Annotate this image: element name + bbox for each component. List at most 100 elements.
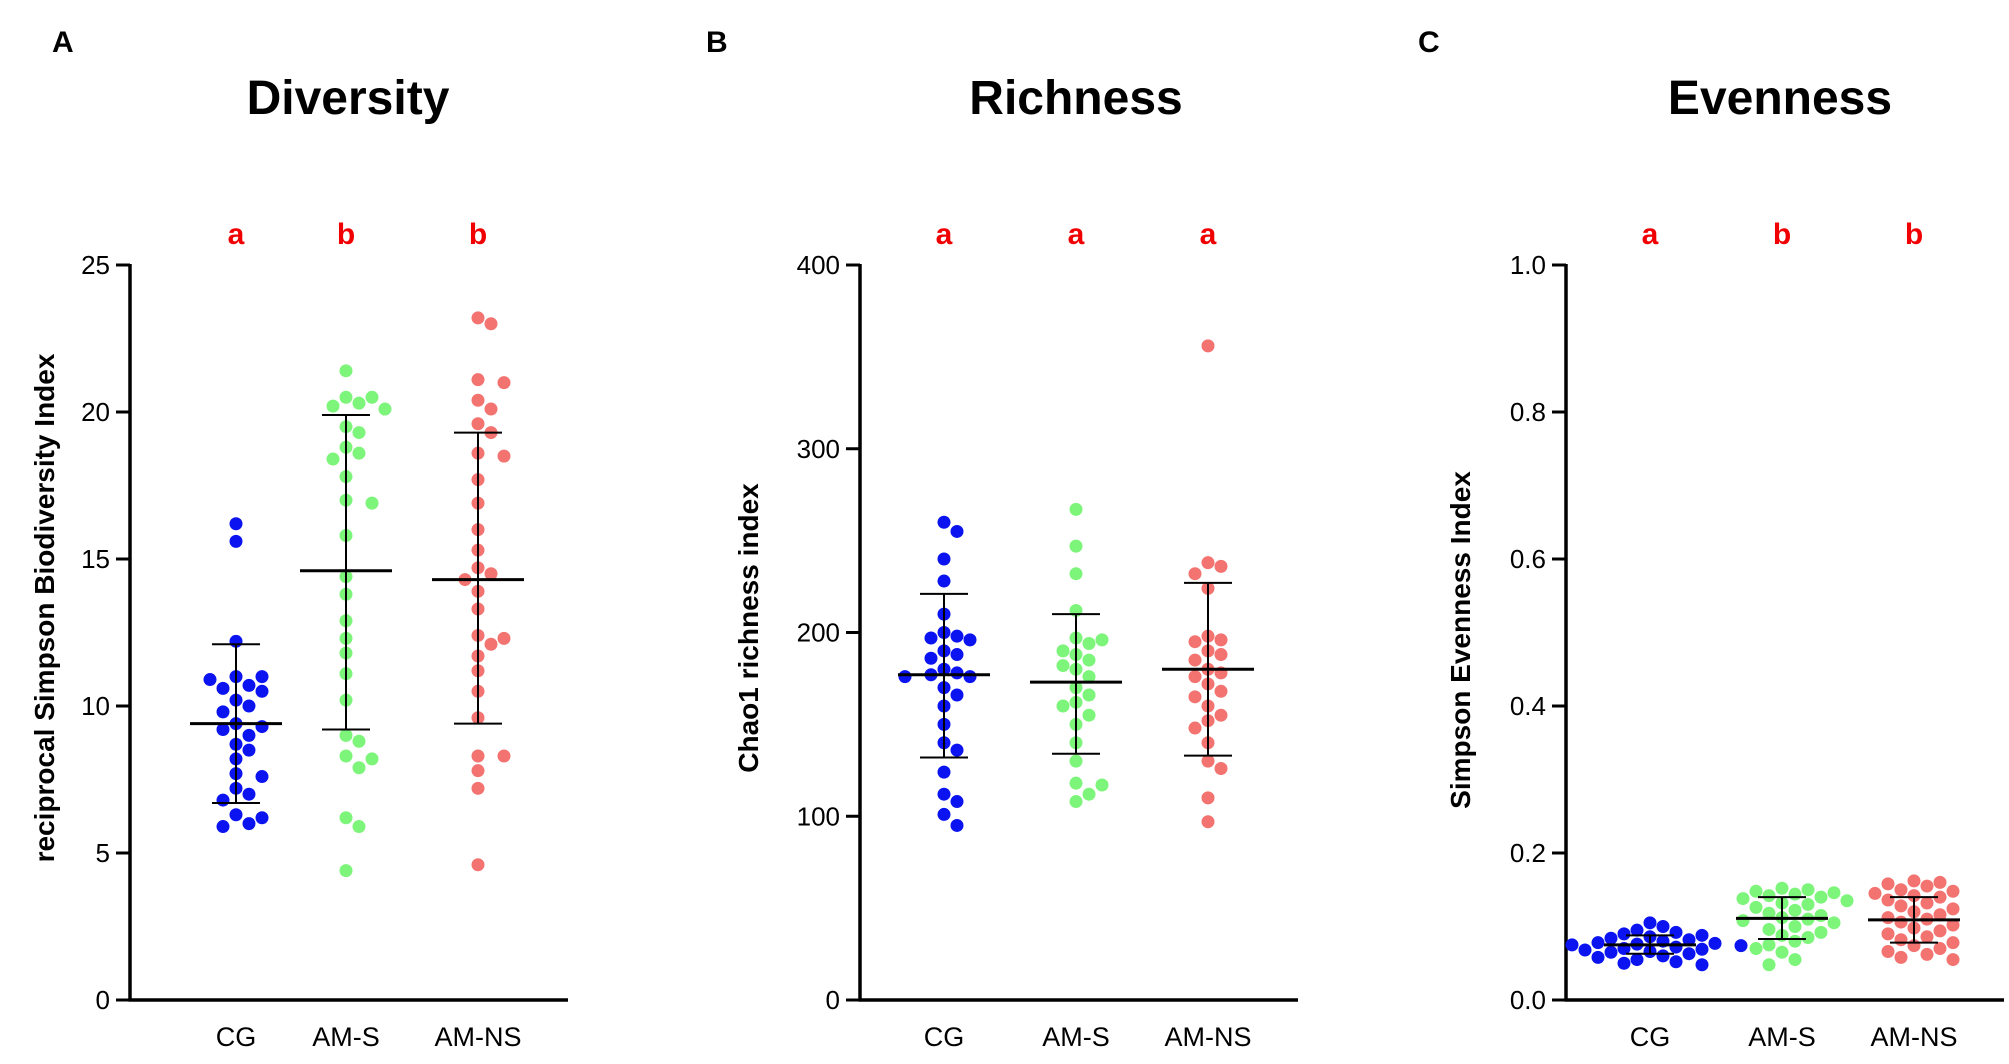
panel-c-data-point bbox=[1762, 922, 1776, 936]
panel-a-plot: 0 5 10 15 20 25 CG a AM-S b AM-NS b bbox=[81, 218, 568, 1052]
panel-c-category-label: AM-S bbox=[1748, 1022, 1816, 1052]
panel-a-data-point bbox=[339, 811, 353, 825]
panel-b-data-point bbox=[924, 631, 938, 645]
panel-a-y-tick-label: 0 bbox=[96, 985, 110, 1015]
panel-c-title: Evenness bbox=[1668, 72, 1892, 125]
panel-c-data-point bbox=[1591, 950, 1605, 964]
panel-a-letter: A bbox=[52, 26, 74, 59]
panel-a-data-point bbox=[339, 864, 353, 878]
panel-b-data-point bbox=[1082, 688, 1096, 702]
panel-c-data-point bbox=[1788, 953, 1802, 967]
panel-a-data-point bbox=[339, 749, 353, 763]
panel-c-data-point bbox=[1933, 875, 1947, 889]
panel-c-data-point bbox=[1591, 936, 1605, 950]
panel-b-data-point bbox=[1082, 653, 1096, 667]
panel-b-plot: 0 100 200 300 400 CG a AM-S a AM-NS a bbox=[797, 218, 1298, 1052]
panel-c-data-point bbox=[1736, 914, 1750, 928]
panel-a-data-point bbox=[339, 728, 353, 742]
panel-c-data-point bbox=[1656, 920, 1670, 933]
panel-b-category-label: CG bbox=[924, 1022, 965, 1052]
panel-a-data-point bbox=[242, 743, 256, 757]
panel-c-data-point bbox=[1894, 950, 1908, 964]
panel-c-data-point bbox=[1682, 933, 1696, 947]
panel-c-data-point bbox=[1814, 908, 1828, 922]
panel-a-data-point bbox=[255, 811, 269, 825]
panel-b-data-point bbox=[1069, 567, 1083, 581]
panel-b-data-point bbox=[1082, 637, 1096, 651]
panel-a-significance-letter: a bbox=[228, 218, 245, 251]
panel-b-data-point bbox=[937, 552, 951, 566]
panel-c: C Evenness Simpson Evenness Index 0.0 0.2… bbox=[1418, 26, 2004, 1052]
panel-c-category-label: AM-NS bbox=[1871, 1022, 1958, 1052]
panel-b-data-point bbox=[1069, 539, 1083, 553]
panel-c-y-tick-label: 0.4 bbox=[1510, 691, 1546, 721]
panel-b-category-label: AM-NS bbox=[1165, 1022, 1252, 1052]
panel-b-data-point bbox=[1214, 761, 1228, 775]
panel-b-data-point bbox=[1069, 502, 1083, 516]
panel-c-data-point bbox=[1907, 874, 1921, 888]
panel-b: B Richness Chao1 richness index 0 100 200 3… bbox=[706, 26, 1298, 1052]
panel-a-data-point bbox=[352, 761, 366, 775]
panel-b-data-point bbox=[1188, 635, 1202, 649]
panel-c-data-point bbox=[1814, 925, 1828, 939]
panel-a-data-point bbox=[216, 723, 230, 737]
panel-b-data-point bbox=[1069, 776, 1083, 790]
panel-c-data-point bbox=[1827, 886, 1841, 900]
panel-b-data-point bbox=[1188, 567, 1202, 581]
panel-c-data-point bbox=[1894, 933, 1908, 947]
panel-b-data-point bbox=[1069, 754, 1083, 768]
panel-b-data-point bbox=[1095, 778, 1109, 792]
panel-c-y-axis-label: Simpson Evenness Index bbox=[1445, 471, 1476, 809]
panel-a-data-point bbox=[471, 393, 485, 407]
panel-b-significance-letter: a bbox=[1200, 218, 1217, 251]
panel-b-data-point bbox=[1201, 339, 1215, 353]
panel-b-data-point bbox=[1056, 659, 1070, 673]
panel-b-data-point bbox=[950, 743, 964, 757]
panel-b-data-point bbox=[963, 670, 977, 684]
panel-c-data-point bbox=[1617, 927, 1631, 941]
panel-c-letter: C bbox=[1418, 26, 1440, 59]
panel-a-data-point bbox=[352, 734, 366, 748]
panel-c-data-point bbox=[1630, 923, 1644, 937]
panel-a-data-point bbox=[326, 452, 340, 466]
panel-a-data-point bbox=[352, 426, 366, 440]
panel-c-significance-letter: b bbox=[1773, 218, 1791, 251]
panel-c-data-point bbox=[1933, 908, 1947, 922]
panel-a-data-point bbox=[229, 534, 243, 548]
panel-a-data-point bbox=[352, 446, 366, 460]
panel-b-data-point bbox=[1082, 708, 1096, 722]
panel-a-data-point bbox=[471, 764, 485, 778]
panel-b-data-point bbox=[898, 670, 912, 684]
panel-c-data-point bbox=[1788, 920, 1802, 933]
panel-c-data-point bbox=[1933, 942, 1947, 956]
panel-c-data-point bbox=[1604, 931, 1618, 945]
panel-b-data-point bbox=[1069, 795, 1083, 809]
panel-c-data-point bbox=[1881, 927, 1895, 941]
panel-a-data-point bbox=[216, 705, 230, 719]
panel-c-data-point bbox=[1565, 938, 1579, 952]
panel-c-y-tick-label: 1.0 bbox=[1510, 250, 1546, 280]
panel-c-data-point bbox=[1827, 916, 1841, 930]
panel-b-data-point bbox=[1188, 721, 1202, 735]
panel-a-y-tick-label: 5 bbox=[96, 838, 110, 868]
panel-a-data-point bbox=[471, 749, 485, 763]
panel-a: A Diversity reciprocal Simpson Biodivers… bbox=[29, 26, 568, 1052]
panel-b-data-point bbox=[937, 787, 951, 801]
panel-b-data-point bbox=[963, 633, 977, 647]
panel-a-data-point bbox=[242, 678, 256, 692]
panel-b-data-point bbox=[1095, 633, 1109, 647]
panel-a-data-point bbox=[229, 808, 243, 822]
panel-c-data-point bbox=[1933, 890, 1947, 904]
panel-c-data-point bbox=[1695, 958, 1709, 972]
panel-c-data-point bbox=[1788, 934, 1802, 948]
panel-b-data-point bbox=[1188, 670, 1202, 684]
panel-c-data-point bbox=[1734, 939, 1748, 953]
panel-c-data-point bbox=[1749, 942, 1763, 956]
panel-c-data-point bbox=[1946, 953, 1960, 967]
panel-a-y-tick-label: 20 bbox=[81, 397, 110, 427]
panel-b-data-point bbox=[1214, 648, 1228, 662]
panel-c-data-point bbox=[1946, 884, 1960, 898]
panel-c-data-point bbox=[1749, 884, 1763, 898]
panel-b-data-point bbox=[937, 515, 951, 529]
panel-c-data-point bbox=[1801, 883, 1815, 897]
